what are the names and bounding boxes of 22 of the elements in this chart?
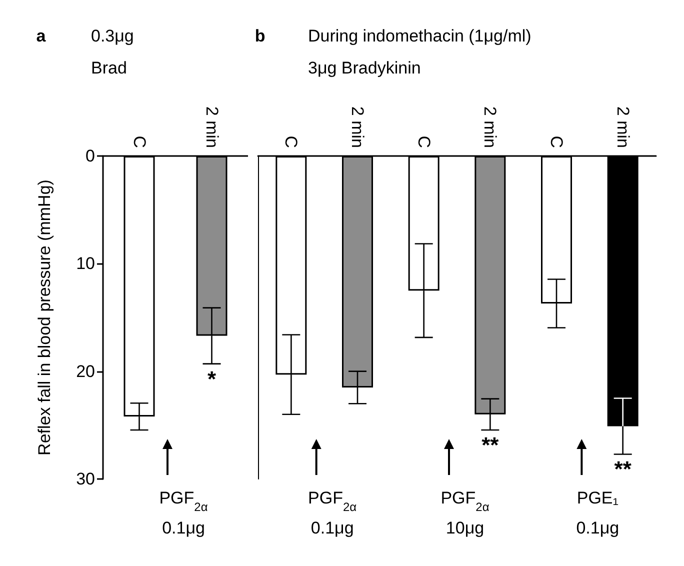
- x-tick-label: 2 min: [348, 106, 367, 148]
- text: During indomethacin (1μg/ml): [308, 26, 532, 46]
- y-tick-label: 30: [76, 470, 95, 488]
- text: 3μg Bradykinin: [308, 58, 421, 78]
- x-tick-label: C: [130, 136, 149, 148]
- x-tick-label: C: [414, 136, 434, 148]
- x-tick-label: C: [282, 136, 301, 148]
- y-tick-label: 0: [86, 146, 95, 166]
- annotation: **: [614, 456, 632, 482]
- text: 0.3μg Brad: [91, 26, 134, 78]
- text: a: [36, 26, 46, 46]
- y-tick-label: 20: [76, 362, 95, 381]
- x-tick-label: 2 min: [202, 106, 222, 148]
- text: PGE₁ 0.1μg: [576, 488, 620, 538]
- x-tick-label: 2 min: [480, 106, 500, 148]
- x-tick-label: C: [547, 136, 566, 148]
- annotation: *: [207, 366, 216, 392]
- text: b: [254, 26, 266, 46]
- y-tick-label: 10: [76, 254, 95, 274]
- x-tick-label: 2 min: [613, 106, 632, 148]
- y-axis-title: Reflex fall in blood pressure (mmHg): [35, 180, 54, 456]
- annotation: **: [482, 432, 500, 458]
